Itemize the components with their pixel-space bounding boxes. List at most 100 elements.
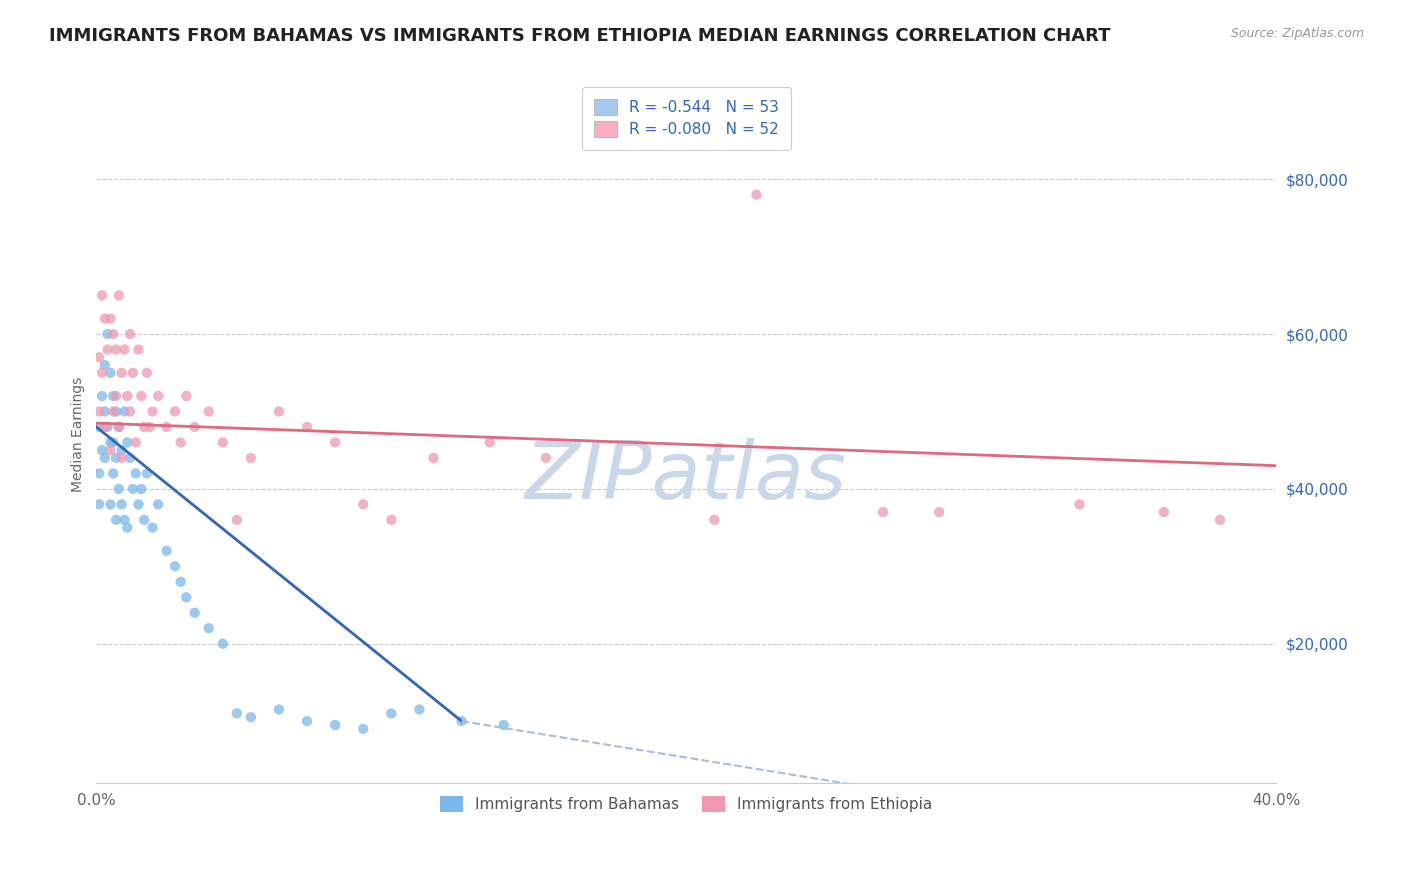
Point	[94, 420, 117, 434]
Point	[169, 435, 191, 450]
Point	[127, 343, 149, 357]
Point	[122, 482, 145, 496]
Point	[94, 404, 117, 418]
Point	[141, 520, 163, 534]
Point	[117, 520, 139, 534]
Point	[89, 420, 111, 434]
Point	[492, 718, 515, 732]
Point	[114, 404, 136, 418]
Point	[91, 288, 114, 302]
Point	[100, 443, 122, 458]
Point	[120, 404, 142, 418]
Point	[100, 497, 122, 511]
Point	[872, 505, 894, 519]
Point	[111, 450, 134, 465]
Point	[197, 404, 219, 418]
Point	[127, 497, 149, 511]
Point	[267, 404, 290, 418]
Point	[97, 343, 120, 357]
Point	[211, 637, 233, 651]
Point	[89, 497, 111, 511]
Point	[94, 358, 117, 372]
Point	[1153, 505, 1175, 519]
Point	[183, 606, 205, 620]
Point	[141, 404, 163, 418]
Point	[267, 702, 290, 716]
Point	[125, 467, 148, 481]
Point	[422, 450, 444, 465]
Point	[225, 513, 247, 527]
Point	[155, 544, 177, 558]
Point	[211, 435, 233, 450]
Point	[197, 621, 219, 635]
Point	[108, 420, 131, 434]
Point	[89, 404, 111, 418]
Point	[103, 435, 125, 450]
Point	[174, 591, 197, 605]
Point	[225, 706, 247, 721]
Point	[91, 443, 114, 458]
Legend: Immigrants from Bahamas, Immigrants from Ethiopia: Immigrants from Bahamas, Immigrants from…	[427, 784, 945, 824]
Point	[1209, 513, 1232, 527]
Point	[100, 366, 122, 380]
Point	[117, 389, 139, 403]
Point	[169, 574, 191, 589]
Point	[125, 435, 148, 450]
Point	[91, 389, 114, 403]
Point	[120, 450, 142, 465]
Point	[111, 497, 134, 511]
Point	[94, 311, 117, 326]
Point	[114, 513, 136, 527]
Point	[380, 706, 402, 721]
Point	[534, 450, 557, 465]
Point	[295, 420, 318, 434]
Point	[105, 343, 128, 357]
Point	[108, 420, 131, 434]
Text: ZIPatlas: ZIPatlas	[526, 437, 848, 516]
Point	[745, 187, 768, 202]
Point	[120, 327, 142, 342]
Point	[108, 482, 131, 496]
Y-axis label: Median Earnings: Median Earnings	[72, 377, 86, 492]
Text: IMMIGRANTS FROM BAHAMAS VS IMMIGRANTS FROM ETHIOPIA MEDIAN EARNINGS CORRELATION : IMMIGRANTS FROM BAHAMAS VS IMMIGRANTS FR…	[49, 27, 1111, 45]
Point	[155, 420, 177, 434]
Point	[163, 559, 186, 574]
Point	[703, 513, 725, 527]
Point	[239, 450, 262, 465]
Point	[183, 420, 205, 434]
Point	[103, 327, 125, 342]
Point	[352, 497, 374, 511]
Point	[103, 404, 125, 418]
Point	[135, 467, 157, 481]
Point	[91, 366, 114, 380]
Point	[174, 389, 197, 403]
Point	[97, 327, 120, 342]
Point	[408, 702, 430, 716]
Point	[105, 513, 128, 527]
Point	[450, 714, 472, 728]
Point	[117, 435, 139, 450]
Point	[138, 420, 160, 434]
Point	[97, 420, 120, 434]
Point	[100, 311, 122, 326]
Point	[132, 513, 155, 527]
Point	[295, 714, 318, 728]
Point	[478, 435, 501, 450]
Text: Source: ZipAtlas.com: Source: ZipAtlas.com	[1230, 27, 1364, 40]
Point	[103, 389, 125, 403]
Point	[105, 389, 128, 403]
Point	[323, 435, 346, 450]
Point	[89, 351, 111, 365]
Point	[111, 366, 134, 380]
Point	[129, 389, 152, 403]
Point	[239, 710, 262, 724]
Point	[135, 366, 157, 380]
Point	[105, 450, 128, 465]
Point	[103, 467, 125, 481]
Point	[108, 288, 131, 302]
Point	[323, 718, 346, 732]
Point	[352, 722, 374, 736]
Point	[100, 435, 122, 450]
Point	[89, 467, 111, 481]
Point	[105, 404, 128, 418]
